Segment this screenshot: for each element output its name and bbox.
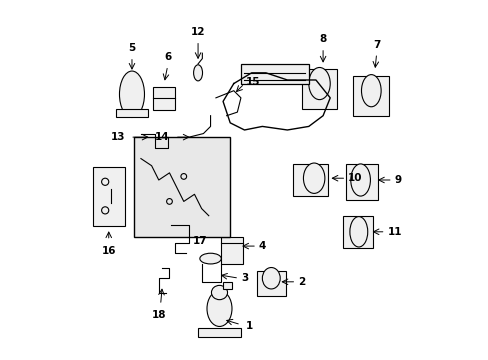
Ellipse shape: [308, 67, 329, 100]
Text: 16: 16: [102, 246, 116, 256]
Text: 18: 18: [151, 310, 166, 320]
Text: 13: 13: [110, 132, 124, 142]
Circle shape: [102, 178, 108, 185]
Circle shape: [102, 207, 108, 214]
Bar: [353, 76, 388, 116]
Ellipse shape: [193, 65, 202, 81]
Text: 14: 14: [155, 132, 169, 142]
Ellipse shape: [119, 71, 144, 117]
Ellipse shape: [262, 267, 280, 289]
Bar: [342, 216, 372, 248]
Text: 10: 10: [347, 173, 362, 183]
Text: 3: 3: [241, 273, 248, 283]
Bar: [292, 164, 328, 196]
Bar: [221, 237, 242, 264]
Bar: [153, 87, 175, 111]
Ellipse shape: [349, 217, 367, 247]
Text: 6: 6: [164, 52, 171, 62]
Bar: [198, 328, 241, 337]
Text: 12: 12: [190, 27, 205, 37]
Ellipse shape: [303, 163, 324, 193]
Bar: [93, 167, 124, 226]
Text: 8: 8: [319, 34, 326, 44]
Circle shape: [181, 174, 186, 179]
Text: 7: 7: [372, 40, 380, 50]
Bar: [134, 137, 230, 237]
Bar: [257, 271, 285, 296]
Ellipse shape: [361, 75, 380, 107]
Bar: [301, 69, 337, 109]
Bar: [241, 64, 308, 84]
Text: 5: 5: [128, 43, 135, 53]
Ellipse shape: [206, 291, 231, 327]
Bar: [116, 109, 148, 117]
Ellipse shape: [350, 164, 370, 196]
Text: 9: 9: [394, 175, 401, 185]
Ellipse shape: [211, 285, 227, 300]
Circle shape: [166, 199, 172, 204]
Text: 15: 15: [246, 77, 260, 87]
Text: 4: 4: [258, 241, 265, 251]
Bar: [346, 164, 378, 200]
Ellipse shape: [200, 253, 221, 264]
Text: 2: 2: [298, 277, 305, 287]
Bar: [223, 282, 231, 289]
Text: 1: 1: [246, 321, 253, 331]
Text: 11: 11: [386, 227, 401, 237]
Text: 17: 17: [192, 236, 207, 246]
